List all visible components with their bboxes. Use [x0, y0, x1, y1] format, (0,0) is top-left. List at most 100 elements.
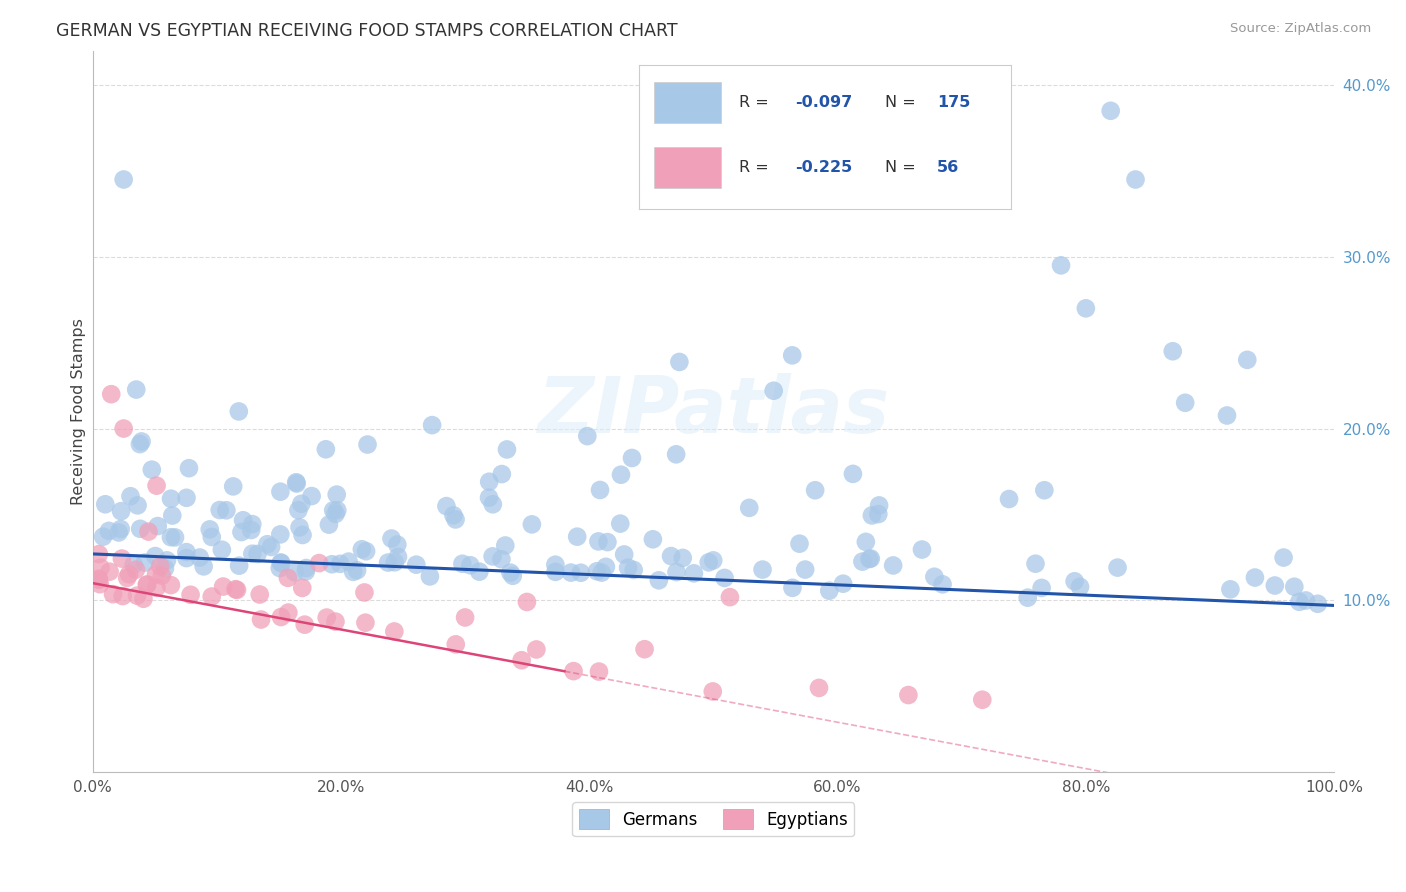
- Point: [145, 478, 167, 492]
- Point: [562, 664, 585, 678]
- Point: [794, 563, 817, 577]
- Point: [246, 547, 269, 561]
- Point: [569, 566, 592, 580]
- Point: [110, 504, 132, 518]
- Point: [198, 522, 221, 536]
- Point: [325, 615, 347, 629]
- Point: [256, 537, 278, 551]
- Point: [1284, 580, 1306, 594]
- Point: [232, 513, 254, 527]
- Point: [1063, 574, 1085, 589]
- Point: [212, 580, 235, 594]
- Point: [1306, 597, 1329, 611]
- Point: [1074, 301, 1097, 316]
- Point: [354, 615, 377, 630]
- Point: [713, 571, 735, 585]
- Point: [315, 610, 337, 624]
- Point: [683, 566, 706, 581]
- Point: [308, 556, 330, 570]
- Point: [160, 578, 183, 592]
- Point: [89, 577, 111, 591]
- Point: [285, 475, 308, 490]
- Point: [524, 642, 547, 657]
- Point: [295, 561, 318, 575]
- Point: [125, 589, 148, 603]
- Point: [972, 692, 994, 706]
- Point: [269, 561, 291, 575]
- Point: [89, 560, 111, 574]
- Point: [868, 507, 890, 521]
- Point: [141, 463, 163, 477]
- Point: [1295, 593, 1317, 607]
- Point: [482, 497, 505, 511]
- Point: [136, 577, 159, 591]
- Point: [321, 558, 343, 572]
- Point: [1219, 582, 1241, 597]
- Point: [589, 483, 612, 497]
- Point: [1050, 259, 1073, 273]
- Point: [697, 555, 720, 569]
- Point: [240, 523, 263, 537]
- Point: [138, 524, 160, 539]
- Point: [1161, 344, 1184, 359]
- Point: [129, 522, 152, 536]
- Point: [224, 582, 246, 597]
- Point: [1216, 409, 1239, 423]
- Point: [270, 556, 292, 570]
- Point: [269, 527, 291, 541]
- Point: [738, 500, 761, 515]
- Point: [226, 582, 249, 597]
- Point: [491, 552, 513, 566]
- Point: [617, 560, 640, 574]
- Point: [269, 484, 291, 499]
- Point: [1244, 570, 1267, 584]
- Point: [560, 566, 582, 580]
- Point: [858, 552, 880, 566]
- Point: [897, 688, 920, 702]
- Point: [153, 561, 176, 575]
- Point: [460, 558, 482, 573]
- Point: [240, 547, 263, 561]
- Point: [145, 581, 167, 595]
- Y-axis label: Receiving Food Stamps: Receiving Food Stamps: [72, 318, 86, 505]
- Point: [146, 519, 169, 533]
- Point: [211, 542, 233, 557]
- Point: [405, 558, 427, 572]
- Point: [193, 559, 215, 574]
- Point: [468, 565, 491, 579]
- Point: [120, 489, 142, 503]
- Point: [87, 547, 110, 561]
- Point: [315, 442, 337, 457]
- Point: [382, 624, 405, 639]
- Point: [125, 563, 148, 577]
- Point: [131, 434, 153, 449]
- Point: [595, 559, 617, 574]
- Point: [163, 530, 186, 544]
- Point: [623, 563, 645, 577]
- Point: [1236, 352, 1258, 367]
- Point: [478, 491, 501, 505]
- Point: [782, 581, 804, 595]
- Point: [586, 564, 609, 578]
- Point: [149, 559, 172, 574]
- Point: [326, 503, 349, 517]
- Point: [998, 491, 1021, 506]
- Point: [301, 489, 323, 503]
- Point: [125, 383, 148, 397]
- Point: [804, 483, 827, 498]
- Point: [98, 565, 121, 579]
- Point: [808, 681, 831, 695]
- Point: [270, 556, 292, 570]
- Point: [228, 404, 250, 418]
- Legend: Germans, Egyptians: Germans, Egyptians: [572, 802, 855, 836]
- Point: [145, 567, 167, 582]
- Point: [134, 556, 156, 570]
- Point: [156, 553, 179, 567]
- Point: [419, 569, 441, 583]
- Point: [350, 542, 373, 557]
- Point: [285, 476, 308, 491]
- Point: [122, 558, 145, 572]
- Point: [329, 557, 352, 571]
- Point: [832, 576, 855, 591]
- Point: [718, 590, 741, 604]
